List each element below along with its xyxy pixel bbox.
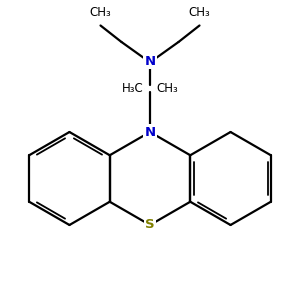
Text: S: S (145, 218, 155, 232)
Text: N: N (144, 125, 156, 139)
Text: CH₃: CH₃ (90, 6, 111, 19)
Text: CH₃: CH₃ (189, 6, 210, 19)
Text: H₃C: H₃C (122, 82, 143, 95)
Text: N: N (144, 55, 156, 68)
Text: CH₃: CH₃ (157, 82, 178, 95)
